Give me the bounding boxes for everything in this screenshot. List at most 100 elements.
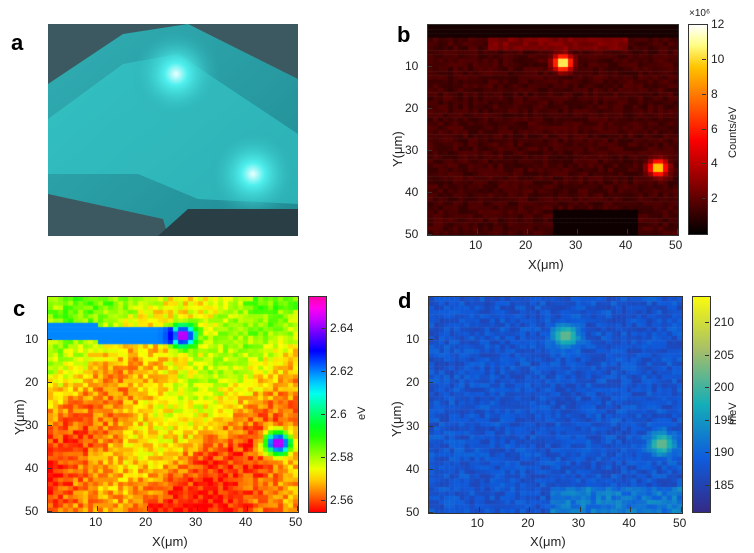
heatmap-b-canvas xyxy=(428,25,678,235)
panel-d-cbar-tick-label: 205 xyxy=(714,347,735,362)
panel-c-cbar-tick-label: 2.6 xyxy=(330,407,347,422)
panel-b-letter: b xyxy=(397,22,411,47)
panel-c-xtick-mark xyxy=(297,506,298,511)
panel-b-xtick-label: 40 xyxy=(619,238,633,252)
panel-d-cbar-tick-label: 200 xyxy=(714,380,735,395)
panel-b-ytick-label: 20 xyxy=(405,101,419,115)
panel-d-xlabel: X(μm) xyxy=(530,534,566,549)
optical-image-svg xyxy=(48,24,298,236)
panel-d-ytick-mark xyxy=(428,512,433,513)
panel-b-cbar-tick-label: 8 xyxy=(711,86,718,101)
colorbar-b-exponent: ×10⁶ xyxy=(689,8,711,19)
panel-c-xtick-label: 30 xyxy=(189,515,203,529)
panel-d-cbar-tick-mark xyxy=(705,354,709,356)
panel-d-xtick-mark xyxy=(529,507,531,512)
heatmap-b xyxy=(427,24,679,236)
panel-c-ytick-mark xyxy=(47,511,52,512)
panel-b-ytick-label: 30 xyxy=(405,143,419,157)
panel-c-cbar-tick-label: 2.56 xyxy=(330,493,354,508)
panel-b-ytick-mark xyxy=(427,66,432,67)
colorbar-d xyxy=(692,296,711,513)
panel-b-ytick-mark xyxy=(427,108,432,109)
panel-b-cbar-tick-mark xyxy=(702,128,706,130)
panel-d-cbar-tick-label: 210 xyxy=(714,315,735,330)
panel-b-ytick-mark xyxy=(427,234,432,235)
panel-c-ytick-label: 50 xyxy=(25,504,39,518)
panel-b-cbar-tick-label: 2 xyxy=(711,191,718,206)
panel-c-xtick-mark xyxy=(147,506,148,511)
panel-c-cbar-tick-label: 2.58 xyxy=(330,450,354,465)
panel-d-ytick-label: 50 xyxy=(406,505,420,519)
panel-c-xtick-mark xyxy=(97,506,98,511)
panel-d-xtick-mark xyxy=(579,507,581,512)
panel-b-ytick-mark xyxy=(427,150,432,151)
panel-d-ylabel: Y(μm) xyxy=(389,401,404,437)
colorbar-c-unit: eV xyxy=(356,406,368,420)
panel-c-xtick-mark xyxy=(197,506,198,511)
panel-b-cbar-tick-mark xyxy=(702,198,706,200)
panel-b-xtick-mark xyxy=(527,229,528,234)
panel-b-ylabel: Y(μm) xyxy=(390,131,405,167)
panel-b-xtick-mark xyxy=(477,229,478,234)
heatmap-d xyxy=(428,296,683,514)
optical-micrograph xyxy=(48,24,298,236)
panel-c-letter: c xyxy=(13,296,26,321)
panel-c-ytick-mark xyxy=(47,339,52,340)
panel-d-cbar-tick-mark xyxy=(705,484,709,486)
bright-spot-2 xyxy=(208,129,298,219)
colorbar-b-unit: Counts/eV xyxy=(727,106,739,158)
panel-b-cbar-tick-mark xyxy=(702,163,706,165)
panel-b-ytick-mark xyxy=(427,192,432,193)
panel-c-cbar-tick-mark xyxy=(321,500,325,502)
panel-c-cbar-tick-mark xyxy=(321,457,325,459)
panel-d-cbar-tick-mark xyxy=(705,322,709,324)
panel-c-xlabel: X(μm) xyxy=(152,534,188,549)
panel-d-ytick-mark xyxy=(428,339,433,341)
panel-d-xtick-mark xyxy=(630,507,632,512)
panel-c-cbar-tick-label: 2.64 xyxy=(330,321,354,336)
panel-c-ytick-mark xyxy=(47,425,52,426)
panel-d-ytick-mark xyxy=(428,425,433,427)
panel-b-xtick-mark xyxy=(627,229,628,234)
panel-b-cbar-tick-mark xyxy=(702,24,706,25)
panel-c-ytick-label: 20 xyxy=(25,375,39,389)
panel-b-ytick-label: 10 xyxy=(405,59,419,73)
heatmap-c xyxy=(47,296,299,513)
panel-c-xtick-label: 20 xyxy=(139,515,153,529)
panel-b-xtick-label: 10 xyxy=(469,238,483,252)
panel-d-ytick-label: 30 xyxy=(406,418,420,433)
panel-b-cbar-tick-label: 4 xyxy=(711,156,718,171)
panel-d-xtick-label: 10 xyxy=(470,516,484,530)
colorbar-c xyxy=(308,296,327,513)
panel-d-xtick-mark xyxy=(681,507,682,512)
panel-d-cbar-tick-label: 185 xyxy=(714,477,735,492)
bright-spot-1 xyxy=(131,29,221,119)
panel-d-ytick-label: 40 xyxy=(406,461,420,476)
panel-b-ytick-label: 50 xyxy=(405,227,419,241)
panel-d-cbar-tick-mark xyxy=(705,452,709,454)
panel-c-ytick-label: 30 xyxy=(25,418,39,432)
panel-d-ytick-label: 20 xyxy=(406,375,420,390)
panel-b-cbar-tick-label: 6 xyxy=(711,121,718,136)
panel-b-cbar-tick-mark xyxy=(702,58,706,60)
panel-a-letter: a xyxy=(11,30,24,55)
panel-c-cbar-tick-label: 2.62 xyxy=(330,364,354,379)
panel-c-cbar-tick-mark xyxy=(321,414,325,416)
panel-c-ytick-label: 40 xyxy=(25,461,39,475)
panel-c-ytick-label: 10 xyxy=(25,332,39,346)
panel-b-cbar-tick-mark xyxy=(702,93,706,95)
panel-d-xtick-label: 50 xyxy=(673,516,687,530)
panel-c-cbar-tick-mark xyxy=(321,371,325,373)
panel-d-cbar-tick-label: 190 xyxy=(714,445,735,460)
panel-c-ytick-mark xyxy=(47,382,52,383)
panel-c-xtick-label: 40 xyxy=(239,515,253,529)
panel-d-xtick-mark xyxy=(478,507,480,512)
panel-b-xtick-mark xyxy=(577,229,578,234)
panel-c-ytick-mark xyxy=(47,468,52,469)
panel-b-xtick-label: 50 xyxy=(669,238,683,252)
panel-b-xtick-label: 20 xyxy=(519,238,533,252)
panel-b-cbar-tick-label: 10 xyxy=(711,51,725,66)
panel-d-ytick-mark xyxy=(428,382,433,384)
panel-c-xtick-mark xyxy=(247,506,248,511)
panel-d-xtick-label: 30 xyxy=(571,516,586,530)
